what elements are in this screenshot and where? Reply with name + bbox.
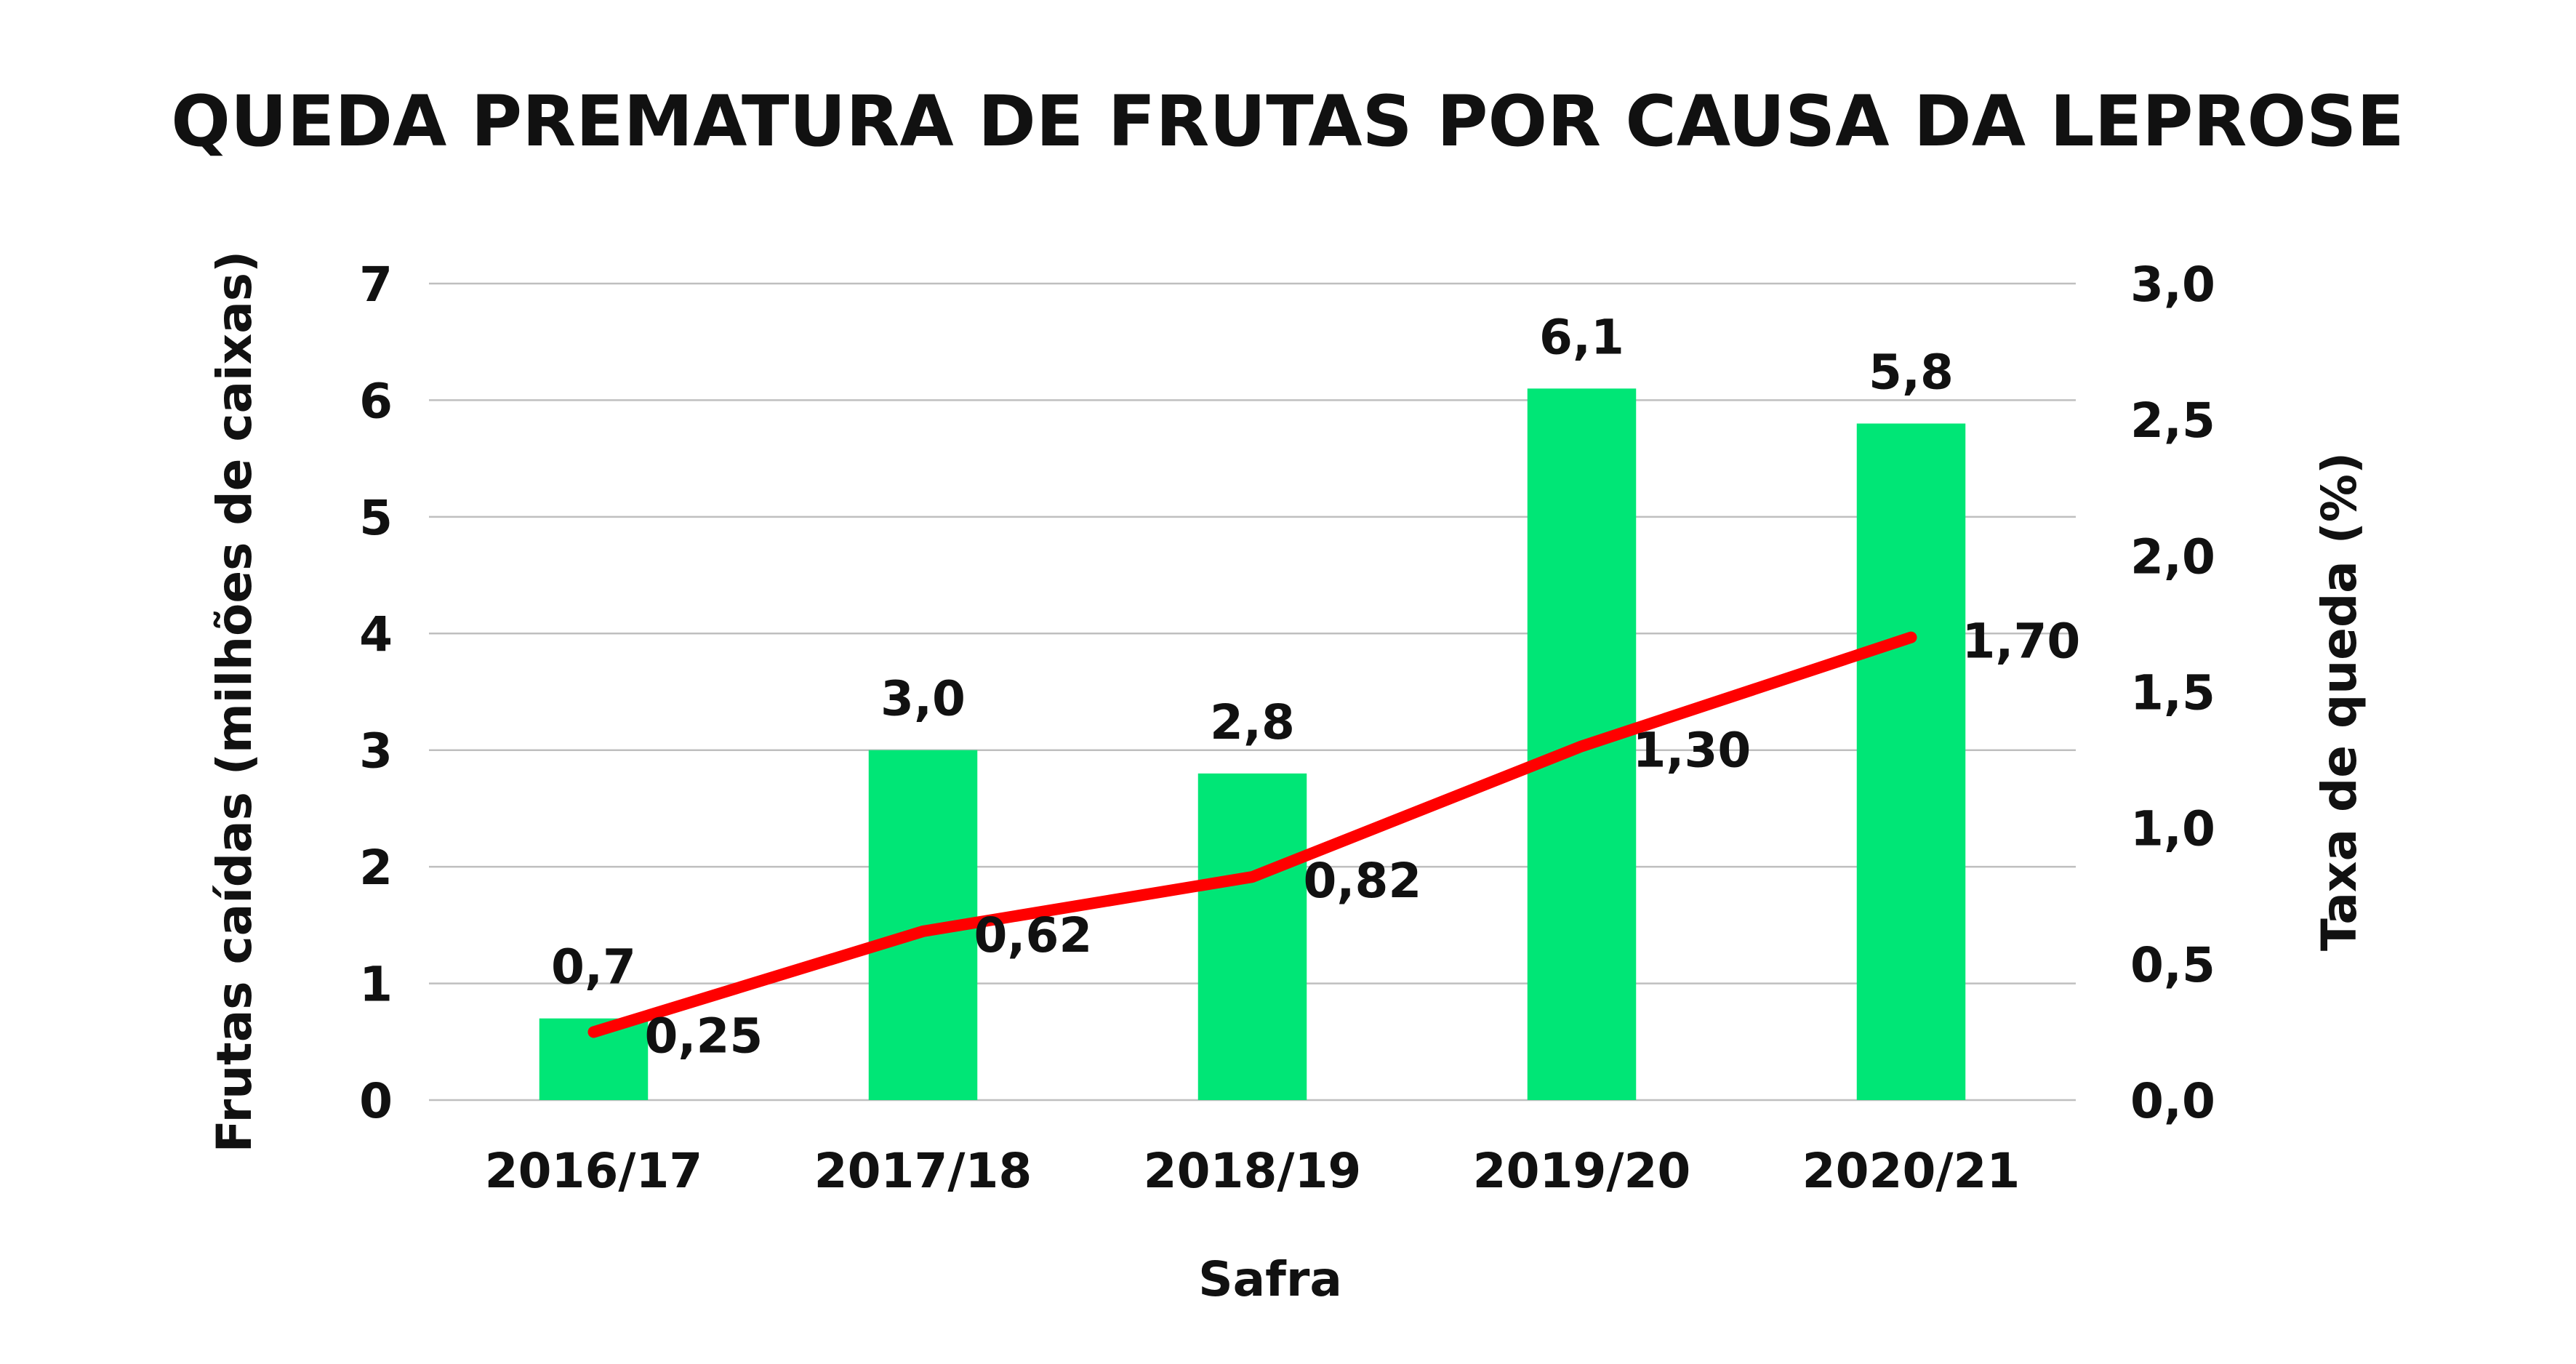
line-value-label: 0,62 bbox=[974, 907, 1093, 963]
right-tick-label: 0,5 bbox=[2130, 937, 2215, 993]
y-axis-title-right: Taxa de queda (%) bbox=[2311, 452, 2367, 951]
line-point bbox=[922, 930, 924, 932]
line-value-label: 1,70 bbox=[1962, 614, 2081, 670]
line-value-label: 0,25 bbox=[645, 1008, 763, 1064]
left-tick-label: 5 bbox=[359, 490, 393, 546]
left-tick-label: 4 bbox=[359, 606, 393, 662]
line-series bbox=[587, 631, 1917, 1038]
bar-value-label: 0,7 bbox=[551, 939, 636, 995]
right-tick-label: 1,0 bbox=[2130, 801, 2215, 857]
bar-value-label: 6,1 bbox=[1539, 309, 1624, 365]
x-tick-label: 2018/19 bbox=[1144, 1143, 1362, 1199]
line-value-label: 1,30 bbox=[1633, 722, 1752, 778]
line-point bbox=[1581, 745, 1583, 747]
x-axis-ticks: 2016/17 2017/18 2018/19 2019/20 2020/21 bbox=[485, 1143, 2021, 1199]
left-axis-ticks: 0 1 2 3 4 5 6 7 bbox=[359, 257, 393, 1129]
y-axis-title-left: Frutas caídas (milhões de caixas) bbox=[206, 251, 262, 1152]
line-point bbox=[593, 1031, 595, 1033]
bar-value-label: 5,8 bbox=[1869, 345, 1954, 401]
bar bbox=[1856, 423, 1966, 1100]
chart-title: QUEDA PREMATURA DE FRUTAS POR CAUSA DA L… bbox=[171, 81, 2404, 162]
x-tick-label: 2016/17 bbox=[485, 1143, 703, 1199]
left-tick-label: 2 bbox=[359, 840, 393, 896]
bar-value-label: 3,0 bbox=[880, 671, 966, 727]
bar-value-label: 2,8 bbox=[1210, 694, 1295, 750]
right-axis-ticks: 0,0 0,5 1,0 1,5 2,0 2,5 3,0 bbox=[2130, 257, 2215, 1129]
left-tick-label: 1 bbox=[359, 957, 393, 1013]
right-tick-label: 2,5 bbox=[2130, 393, 2215, 449]
x-axis-title: Safra bbox=[1198, 1251, 1342, 1307]
bar-data-labels: 0,7 3,0 2,8 6,1 5,8 bbox=[551, 309, 1954, 995]
line-data-labels: 0,25 0,62 0,82 1,30 1,70 bbox=[645, 614, 2081, 1064]
left-tick-label: 0 bbox=[359, 1073, 393, 1129]
bar bbox=[1197, 773, 1307, 1100]
right-tick-label: 3,0 bbox=[2130, 257, 2215, 313]
x-tick-label: 2019/20 bbox=[1473, 1143, 1691, 1199]
x-tick-label: 2020/21 bbox=[1802, 1143, 2021, 1199]
line-point bbox=[1251, 876, 1253, 878]
left-tick-label: 7 bbox=[359, 257, 393, 313]
right-tick-label: 0,0 bbox=[2130, 1073, 2215, 1129]
right-tick-label: 1,5 bbox=[2130, 665, 2215, 721]
line-value-label: 0,82 bbox=[1304, 853, 1422, 909]
right-tick-label: 2,0 bbox=[2130, 529, 2215, 585]
left-tick-label: 3 bbox=[359, 723, 393, 779]
left-tick-label: 6 bbox=[359, 373, 393, 429]
line-point bbox=[1910, 636, 1912, 638]
x-tick-label: 2017/18 bbox=[814, 1143, 1032, 1199]
